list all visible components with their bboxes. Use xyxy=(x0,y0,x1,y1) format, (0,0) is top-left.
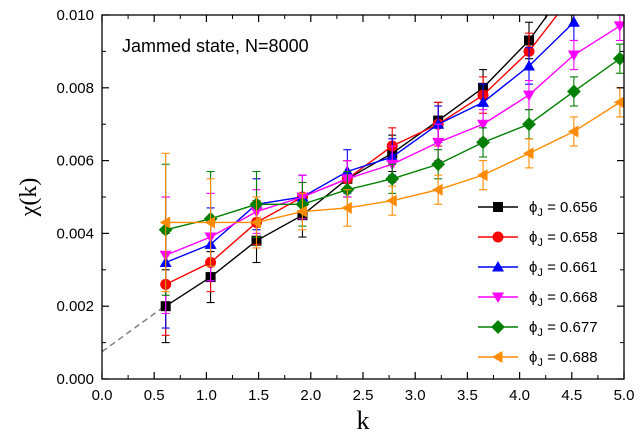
x-tick-label: 3.5 xyxy=(457,387,478,404)
y-tick-label: 0.006 xyxy=(56,153,94,170)
legend-entry: ϕJ = 0.658 xyxy=(478,229,598,249)
x-tick-label: 3.0 xyxy=(405,387,426,404)
legend-entry: ϕJ = 0.656 xyxy=(478,199,598,219)
x-tick-label: 5.0 xyxy=(614,387,635,404)
y-tick-label: 0.002 xyxy=(56,298,94,315)
x-tick-label: 4.0 xyxy=(509,387,530,404)
legend-marker xyxy=(492,231,504,243)
x-tick-label: 4.5 xyxy=(561,387,582,404)
series-5 xyxy=(158,43,624,296)
x-tick-label: 1.0 xyxy=(196,387,217,404)
legend-label: ϕJ = 0.668 xyxy=(529,289,598,309)
legend-label: ϕJ = 0.688 xyxy=(529,349,598,369)
data-point xyxy=(432,118,445,129)
legend-entry: ϕJ = 0.668 xyxy=(478,289,598,309)
data-point xyxy=(204,216,216,229)
y-tick-label: 0.000 xyxy=(56,371,94,388)
data-point xyxy=(522,59,535,71)
legend-label: ϕJ = 0.656 xyxy=(529,199,598,219)
data-point xyxy=(385,171,400,186)
data-point xyxy=(159,216,171,229)
data-point xyxy=(341,201,352,214)
legend: ϕJ = 0.656 ϕJ = 0.658 ϕJ = 0.661 ϕJ = 0.668… xyxy=(478,199,598,369)
legend-entry: ϕJ = 0.661 xyxy=(478,259,598,279)
legend-marker xyxy=(491,320,505,334)
data-point xyxy=(250,216,262,229)
series-layer xyxy=(158,15,624,344)
series-line xyxy=(165,15,549,307)
legend-entry: ϕJ = 0.677 xyxy=(478,319,598,339)
legend-marker xyxy=(492,351,503,363)
legend-marker xyxy=(493,202,503,212)
x-tick-label: 2.0 xyxy=(300,387,321,404)
data-point xyxy=(476,135,490,150)
legend-label: ϕJ = 0.658 xyxy=(529,229,598,249)
data-point xyxy=(477,119,490,131)
y-tick-label: 0.004 xyxy=(56,225,94,242)
legend-entry: ϕJ = 0.688 xyxy=(478,349,598,369)
x-tick-label: 0.0 xyxy=(92,387,113,404)
data-point xyxy=(477,169,488,182)
data-point xyxy=(522,90,535,102)
data-point xyxy=(567,125,579,138)
data-point xyxy=(567,50,580,62)
chart-annotation: Jammed state, N=8000 xyxy=(122,36,309,56)
data-point xyxy=(432,137,445,149)
x-axis-title: k xyxy=(357,406,370,435)
x-tick-label: 2.5 xyxy=(353,387,374,404)
y-tick-label: 0.008 xyxy=(56,80,94,97)
y-axis-title: χ(k) xyxy=(16,178,42,218)
data-point xyxy=(431,157,446,172)
series-6 xyxy=(159,87,624,293)
y-tick-label: 0.010 xyxy=(56,7,94,24)
legend-label: ϕJ = 0.661 xyxy=(529,259,598,279)
series-line xyxy=(165,15,558,285)
data-point xyxy=(567,16,580,27)
data-point xyxy=(522,147,534,160)
data-point xyxy=(613,96,624,109)
series-line xyxy=(165,21,575,264)
x-tick-label: 0.5 xyxy=(144,387,165,404)
axes-layer: 0.0 0.5 1.0 1.5 2.0 2.5 3.0 3.5 4.0 4.5 5.0 0.000 0.… xyxy=(56,7,634,404)
data-point xyxy=(296,205,307,218)
data-point xyxy=(477,96,490,107)
x-tick-label: 1.5 xyxy=(248,387,269,404)
data-point xyxy=(432,183,443,196)
legend-marker xyxy=(492,261,504,272)
dashed-fit-line xyxy=(102,305,166,353)
data-point xyxy=(612,51,624,66)
legend-label: ϕJ = 0.677 xyxy=(529,319,598,339)
data-point xyxy=(613,21,624,32)
data-point xyxy=(522,117,536,132)
legend-marker xyxy=(492,292,504,303)
data-point xyxy=(566,84,581,99)
fit-line-layer xyxy=(102,305,166,353)
data-point xyxy=(386,194,397,207)
